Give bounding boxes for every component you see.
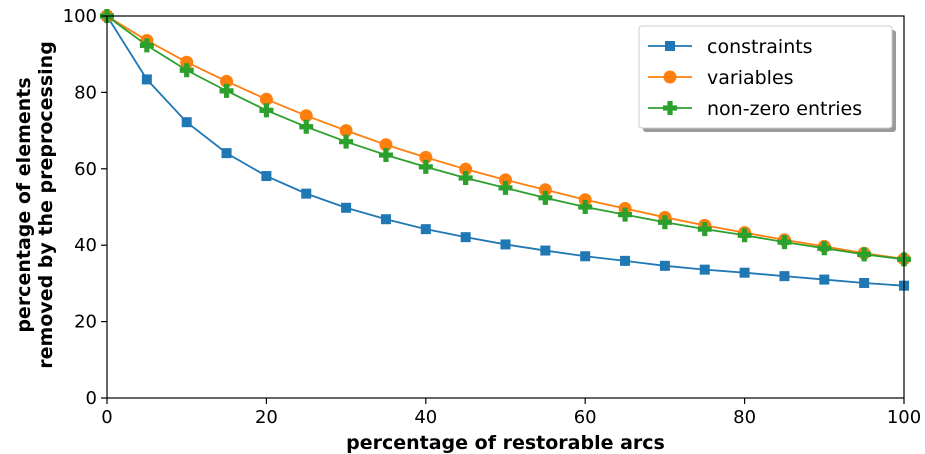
x-tick-label: 60 — [574, 407, 597, 428]
data-point-variables — [299, 109, 313, 123]
data-point-non-zero-entries — [578, 200, 593, 214]
data-point-non-zero-entries — [299, 119, 314, 134]
data-point-variables — [499, 173, 512, 187]
data-point-constraints — [819, 274, 830, 285]
data-point-non-zero-entries — [538, 190, 553, 205]
data-point-constraints — [739, 267, 750, 278]
y-axis-label: percentage of elements removed by the pr… — [13, 41, 57, 369]
data-point-constraints — [699, 264, 710, 275]
legend: constraints variables non-zero entries — [638, 25, 896, 132]
y-axis-label-line-1: percentage of elements — [13, 77, 35, 332]
data-point-constraints — [500, 239, 511, 250]
x-axis-label: percentage of restorable arcs — [346, 432, 665, 454]
legend-entry-constraints: constraints — [648, 36, 813, 58]
data-point-variables — [419, 150, 433, 164]
data-point-constraints — [659, 260, 670, 271]
data-point-non-zero-entries — [857, 247, 872, 262]
data-point-variables — [379, 138, 393, 152]
data-point-non-zero-entries — [737, 228, 752, 243]
x-axis: 0 20 40 60 80 100 — [101, 398, 921, 428]
data-point-non-zero-entries — [777, 235, 792, 250]
data-point-non-zero-entries — [179, 63, 194, 78]
data-point-non-zero-entries — [817, 241, 832, 256]
legend-marker — [663, 101, 677, 115]
data-point-variables — [339, 124, 353, 138]
legend-label: non-zero entries — [707, 98, 862, 120]
data-point-constraints — [380, 214, 391, 225]
y-tick-label: 0 — [86, 388, 97, 409]
y-axis: 0 20 40 60 80 100 — [63, 6, 107, 409]
data-point-variables — [180, 55, 194, 69]
data-point-constraints — [460, 232, 471, 243]
legend-marker — [665, 41, 675, 51]
data-point-constraints — [341, 202, 352, 213]
data-point-constraints — [301, 188, 312, 199]
data-point-variables — [259, 92, 273, 106]
data-point-non-zero-entries — [498, 180, 513, 195]
y-tick-label: 20 — [74, 312, 97, 333]
y-tick-label: 80 — [74, 82, 97, 103]
legend-box — [638, 25, 893, 129]
data-point-non-zero-entries — [418, 159, 433, 174]
x-tick-label: 80 — [733, 407, 756, 428]
data-point-non-zero-entries — [458, 170, 473, 185]
data-point-constraints — [620, 255, 631, 266]
data-point-variables — [459, 162, 473, 176]
data-point-constraints — [859, 278, 870, 289]
plot-frame — [106, 15, 905, 399]
legend-entries: constraints variables non-zero entries — [648, 36, 862, 120]
legend-label: variables — [707, 67, 794, 89]
data-point-constraints — [221, 148, 232, 159]
x-tick-label: 40 — [414, 407, 437, 428]
series-layer — [100, 9, 911, 291]
data-point-constraints — [420, 224, 431, 235]
data-point-non-zero-entries — [219, 83, 234, 98]
x-tick-label: 0 — [101, 407, 112, 428]
y-tick-label: 100 — [63, 6, 97, 27]
x-tick-label: 100 — [887, 407, 921, 428]
data-point-non-zero-entries — [697, 222, 712, 237]
data-point-non-zero-entries — [339, 134, 354, 149]
data-point-constraints — [181, 117, 192, 128]
y-tick-label: 60 — [74, 159, 97, 180]
legend-marker — [663, 70, 677, 84]
data-point-variables — [578, 193, 592, 207]
legend-entry-non-zero-entries: non-zero entries — [648, 98, 862, 120]
data-point-constraints — [779, 271, 790, 282]
data-point-constraints — [141, 74, 152, 85]
data-point-constraints — [261, 171, 272, 182]
data-point-constraints — [540, 245, 551, 256]
data-point-variables — [538, 183, 552, 197]
x-tick-label: 20 — [255, 407, 278, 428]
data-point-non-zero-entries — [139, 38, 154, 53]
y-tick-label: 40 — [74, 235, 97, 256]
legend-label: constraints — [707, 36, 813, 58]
data-point-non-zero-entries — [378, 148, 393, 163]
data-point-variables — [220, 74, 234, 88]
data-point-constraints — [580, 251, 591, 262]
data-point-non-zero-entries — [618, 207, 633, 222]
legend-entry-variables: variables — [648, 67, 794, 89]
data-point-non-zero-entries — [657, 215, 672, 230]
y-axis-label-line-2: removed by the preprocessing — [35, 41, 57, 369]
data-point-non-zero-entries — [259, 103, 274, 118]
